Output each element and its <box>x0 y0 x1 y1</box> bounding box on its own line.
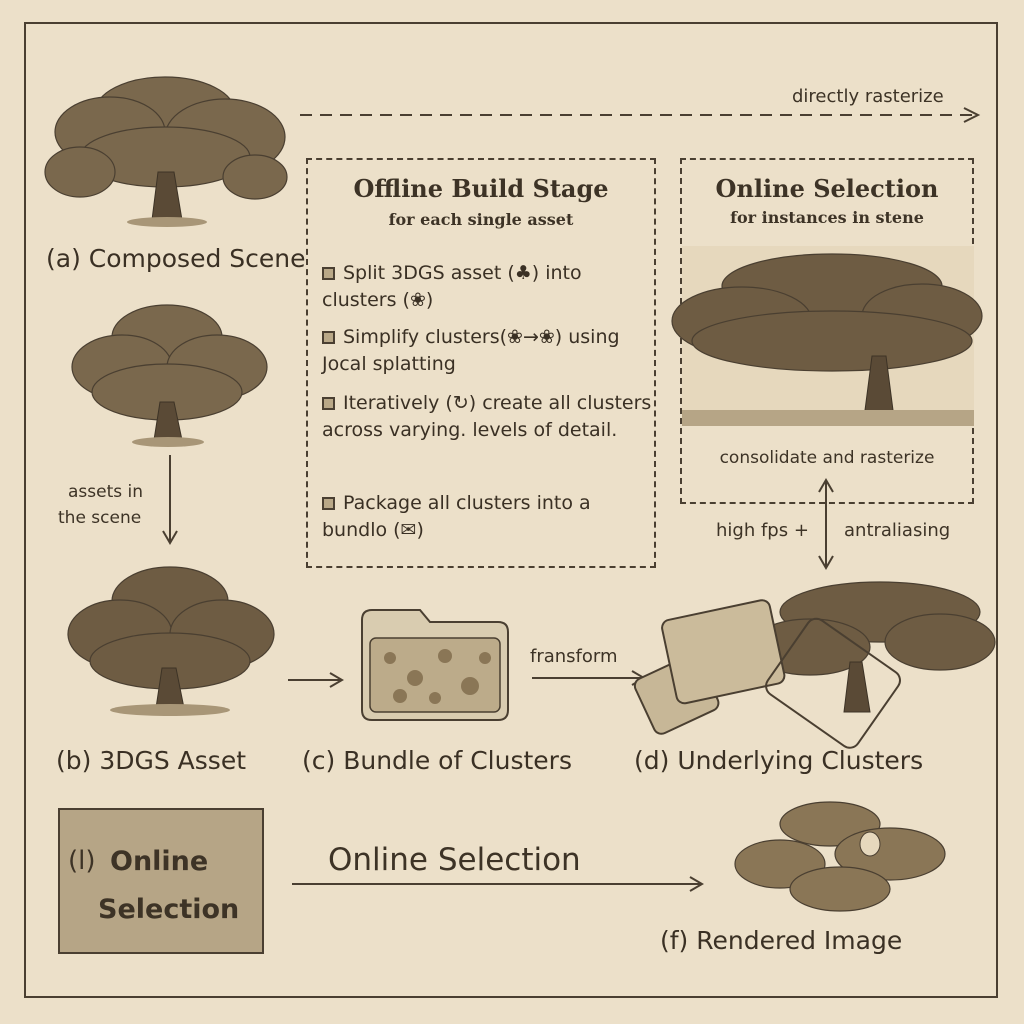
caption-3dgs-asset: (b) 3DGS Asset <box>56 746 247 775</box>
bundle-folder-icon <box>361 609 509 721</box>
high-fps-double-arrow <box>818 478 834 570</box>
offline-step-3: Iteratively (↻) create all clusters acro… <box>322 392 652 441</box>
step-bullet-icon <box>322 267 335 280</box>
selection-box-line2: Selection <box>98 894 240 925</box>
online-selection-box: Online Selection for instances in stene … <box>671 158 983 504</box>
outer-frame <box>24 22 998 998</box>
selection-box-prefix: (l) <box>68 846 96 876</box>
online-selection-arrow-label: Online Selection <box>328 842 581 878</box>
scene-asset-tree <box>71 304 268 447</box>
caption-underlying-clusters: (d) Underlying Clusters <box>634 746 924 775</box>
offline-title: Offline Build Stage <box>353 174 609 203</box>
assets-down-arrow <box>162 455 178 545</box>
online-caption: consolidate and rasterize <box>719 448 935 468</box>
online-title: Online Selection <box>715 174 939 203</box>
online-tree-illustration <box>671 246 983 426</box>
3dgs-asset-tree <box>67 566 275 716</box>
assets-in-scene-label-2: the scene <box>58 508 142 528</box>
offline-step-1: Split 3DGS asset (♣) into clusters (❀) <box>322 262 582 311</box>
directly-rasterize-label: directly rasterize <box>792 86 944 107</box>
assets-in-scene-label-1: assets in <box>68 482 144 502</box>
online-subtitle: for instances in stene <box>730 208 924 227</box>
step-bullet-icon <box>322 497 335 510</box>
selection-box-line1: Online <box>110 846 209 877</box>
transform-label: fransform <box>530 646 618 667</box>
caption-bundle-of-clusters: (c) Bundle of Clusters <box>302 746 572 775</box>
rendered-image-tree <box>734 801 946 912</box>
directly-rasterize-arrow <box>300 107 981 123</box>
online-selection-filled-box: (l) Online Selection <box>58 808 264 954</box>
offline-subtitle: for each single asset <box>388 210 574 229</box>
composed-scene-tree <box>44 76 288 227</box>
antialiasing-label: antraliasing <box>844 520 951 541</box>
offline-build-stage-box: Offline Build Stage for each single asse… <box>306 158 656 568</box>
asset-to-bundle-arrow <box>288 672 344 688</box>
offline-step-2: Simplify clusters(❀→❀) using Jocal splat… <box>322 326 620 375</box>
underlying-clusters-illustration <box>633 581 996 749</box>
step-bullet-icon <box>322 331 335 344</box>
caption-composed-scene: (a) Composed Scene <box>46 244 306 273</box>
online-selection-long-arrow <box>292 876 704 892</box>
step-bullet-icon <box>322 397 335 410</box>
caption-rendered-image: (f) Rendered Image <box>660 926 903 955</box>
high-fps-label: high fps + <box>716 520 809 541</box>
offline-step-4: Package all clusters into a bundlo (✉) <box>322 492 591 541</box>
